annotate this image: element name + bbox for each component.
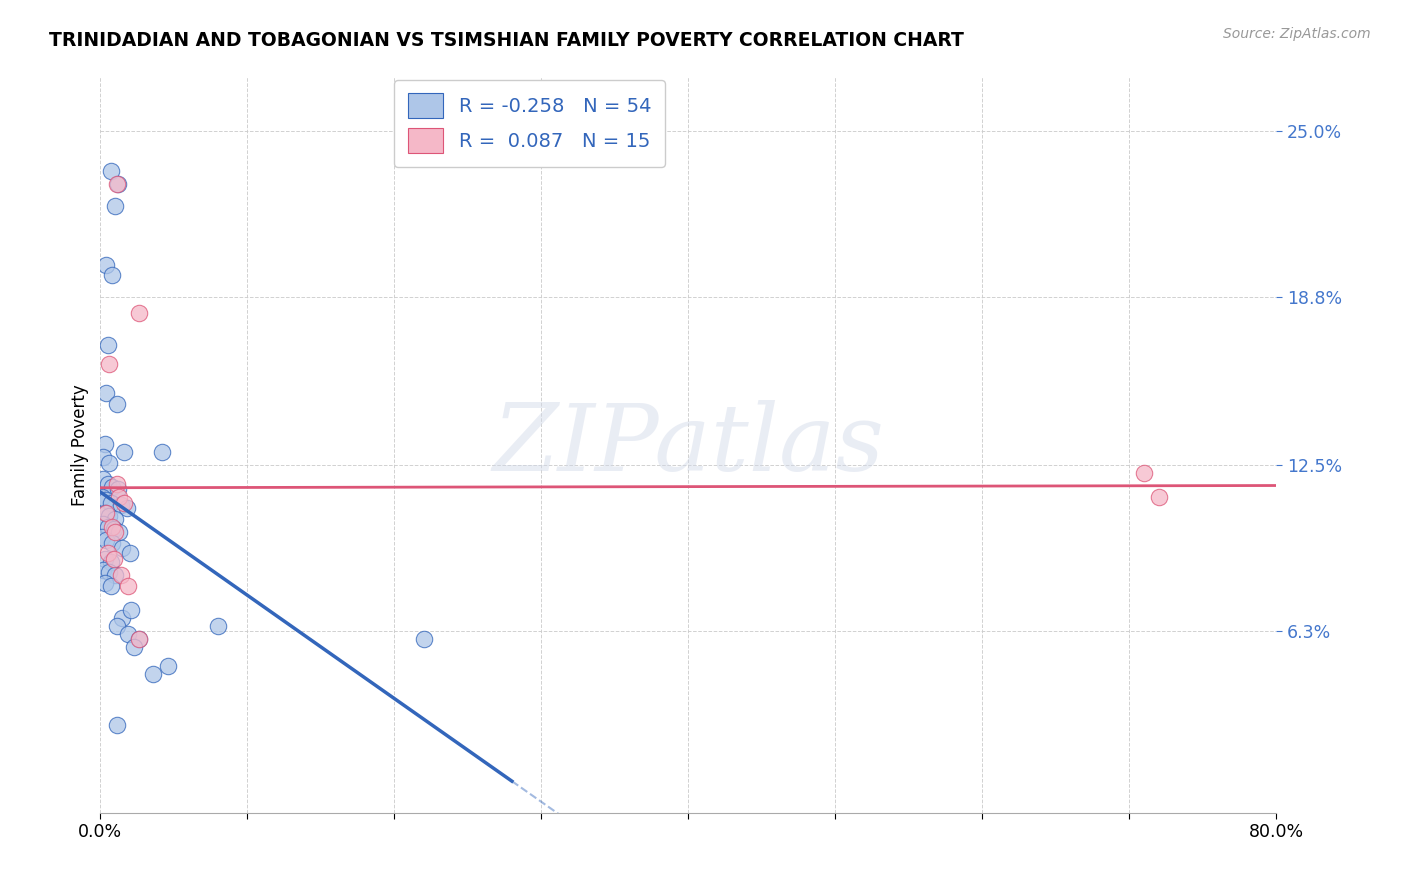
Point <box>100 578 122 592</box>
Point <box>112 496 135 510</box>
Point <box>117 626 139 640</box>
Point <box>115 501 138 516</box>
Point <box>156 658 179 673</box>
Point <box>104 512 127 526</box>
Point <box>1133 467 1156 481</box>
Point <box>96 386 118 401</box>
Point <box>98 456 121 470</box>
Point <box>108 525 131 540</box>
Point <box>97 338 120 352</box>
Point <box>98 509 121 524</box>
Point <box>103 523 125 537</box>
Point <box>101 480 124 494</box>
Point <box>105 397 128 411</box>
Point <box>96 493 118 508</box>
Point <box>98 565 121 579</box>
Text: ZIPatlas: ZIPatlas <box>492 401 884 491</box>
Point <box>128 306 150 320</box>
Point <box>107 483 129 497</box>
Point <box>120 602 142 616</box>
Y-axis label: Family Poverty: Family Poverty <box>72 384 89 506</box>
Point <box>111 610 134 624</box>
Point <box>101 268 124 283</box>
Point <box>94 551 117 566</box>
Point <box>94 575 117 590</box>
Point <box>98 357 121 371</box>
Text: TRINIDADIAN AND TOBAGONIAN VS TSIMSHIAN FAMILY POVERTY CORRELATION CHART: TRINIDADIAN AND TOBAGONIAN VS TSIMSHIAN … <box>49 31 965 50</box>
Point <box>94 437 117 451</box>
Point <box>107 178 129 192</box>
Point <box>142 666 165 681</box>
Point <box>104 525 127 540</box>
Point <box>96 258 118 272</box>
Point <box>103 551 125 566</box>
Point <box>97 520 120 534</box>
Point <box>150 445 173 459</box>
Point <box>104 567 127 582</box>
Point <box>108 491 131 505</box>
Point <box>207 618 229 632</box>
Point <box>105 477 128 491</box>
Point <box>111 541 134 556</box>
Point <box>94 507 117 521</box>
Point <box>90 491 112 505</box>
Point <box>96 533 118 548</box>
Point <box>412 632 434 646</box>
Point <box>91 517 114 532</box>
Point <box>110 567 132 582</box>
Text: Source: ZipAtlas.com: Source: ZipAtlas.com <box>1223 27 1371 41</box>
Point <box>100 496 122 510</box>
Point <box>105 717 128 731</box>
Point <box>118 546 141 560</box>
Point <box>97 546 120 560</box>
Point <box>100 164 122 178</box>
Point <box>105 178 128 192</box>
Point <box>128 632 150 646</box>
Point <box>97 477 120 491</box>
Point <box>117 578 139 592</box>
Point <box>91 472 114 486</box>
Point <box>91 450 114 465</box>
Point <box>91 562 114 576</box>
Point <box>101 520 124 534</box>
Point <box>96 507 118 521</box>
Point <box>90 531 112 545</box>
Point <box>100 554 122 568</box>
Point <box>128 632 150 646</box>
Point <box>1147 491 1170 505</box>
Point <box>105 618 128 632</box>
Point <box>110 499 132 513</box>
Legend: R = -0.258   N = 54, R =  0.087   N = 15: R = -0.258 N = 54, R = 0.087 N = 15 <box>395 79 665 167</box>
Point <box>101 536 124 550</box>
Point <box>104 199 127 213</box>
Point <box>112 445 135 459</box>
Point <box>122 640 145 654</box>
